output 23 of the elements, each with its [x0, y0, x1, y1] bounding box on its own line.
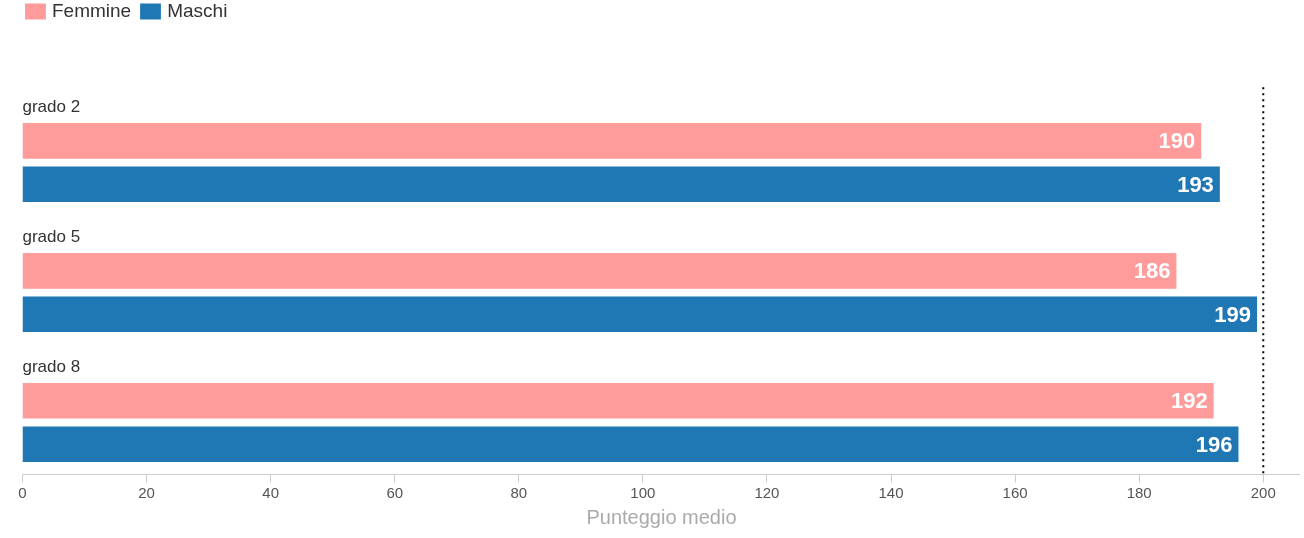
- legend-label: Femmine: [52, 0, 132, 22]
- y-tick-label: grado 5: [22, 226, 81, 246]
- data-label: 190: [1158, 128, 1196, 154]
- data-label: 196: [1195, 431, 1233, 457]
- x-tick-label: 180: [1126, 483, 1152, 501]
- x-tick-label: 60: [386, 483, 404, 501]
- x-axis-title: Punteggio medio: [586, 505, 737, 528]
- x-tick-label: 20: [138, 483, 155, 501]
- y-tick-label: grado 8: [22, 356, 81, 376]
- legend-label: Maschi: [167, 0, 228, 22]
- x-tick-label: 0: [18, 483, 27, 501]
- x-tick-label: 40: [262, 483, 279, 501]
- x-tick-label: 160: [1002, 483, 1028, 501]
- x-tick-label: 80: [510, 483, 528, 501]
- x-tick-label: 200: [1250, 483, 1276, 501]
- data-label: 199: [1214, 301, 1252, 327]
- data-label: 192: [1170, 388, 1208, 414]
- data-label: 186: [1133, 258, 1171, 284]
- x-tick-label: 140: [878, 483, 904, 501]
- y-tick-label: grado 2: [22, 96, 81, 116]
- x-tick-label: 120: [754, 483, 780, 501]
- data-label: 193: [1177, 171, 1214, 197]
- x-tick-label: 100: [630, 483, 656, 501]
